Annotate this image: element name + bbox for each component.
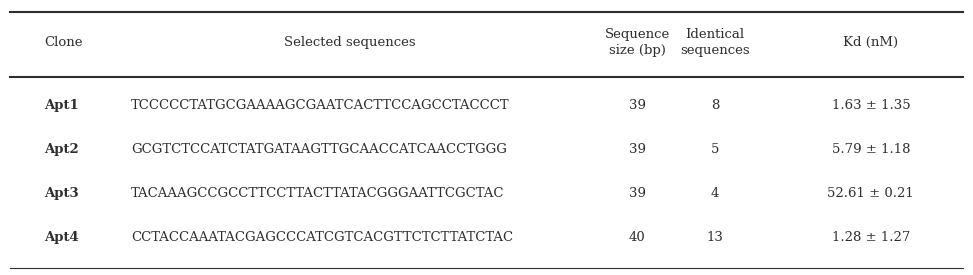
Text: 1.63 ± 1.35: 1.63 ± 1.35 <box>832 99 910 112</box>
Text: 52.61 ± 0.21: 52.61 ± 0.21 <box>827 187 915 200</box>
Text: Apt2: Apt2 <box>44 143 79 156</box>
Text: 5.79 ± 1.18: 5.79 ± 1.18 <box>832 143 910 156</box>
Text: 40: 40 <box>629 231 646 244</box>
Text: 39: 39 <box>629 99 646 112</box>
Text: 5: 5 <box>711 143 719 156</box>
Text: 4: 4 <box>711 187 719 200</box>
Text: 13: 13 <box>706 231 724 244</box>
Text: Apt1: Apt1 <box>44 99 79 112</box>
Text: TCCCCCTATGCGAAAAGCGAATCACTTCCAGCCTACCCT: TCCCCCTATGCGAAAAGCGAATCACTTCCAGCCTACCCT <box>131 99 510 112</box>
Text: Kd (nM): Kd (nM) <box>844 36 898 49</box>
Text: GCGTCTCCATCTATGATAAGTTGCAACCATCAACCTGGG: GCGTCTCCATCTATGATAAGTTGCAACCATCAACCTGGG <box>131 143 507 156</box>
Text: 8: 8 <box>711 99 719 112</box>
Text: 39: 39 <box>629 187 646 200</box>
Text: CCTACCAAATACGAGCCCATCGTCACGTTCTCTTATCTAC: CCTACCAAATACGAGCCCATCGTCACGTTCTCTTATCTAC <box>131 231 514 244</box>
Text: Clone: Clone <box>44 36 83 49</box>
Text: Identical
sequences: Identical sequences <box>680 28 750 57</box>
Text: Selected sequences: Selected sequences <box>284 36 416 49</box>
Text: Sequence
size (bp): Sequence size (bp) <box>604 28 670 57</box>
Text: TACAAAGCCGCCTTCCTTACTTATACGGGAATTCGCTAC: TACAAAGCCGCCTTCCTTACTTATACGGGAATTCGCTAC <box>131 187 505 200</box>
Text: 39: 39 <box>629 143 646 156</box>
Text: Apt3: Apt3 <box>44 187 79 200</box>
Text: 1.28 ± 1.27: 1.28 ± 1.27 <box>832 231 910 244</box>
Text: Apt4: Apt4 <box>44 231 79 244</box>
